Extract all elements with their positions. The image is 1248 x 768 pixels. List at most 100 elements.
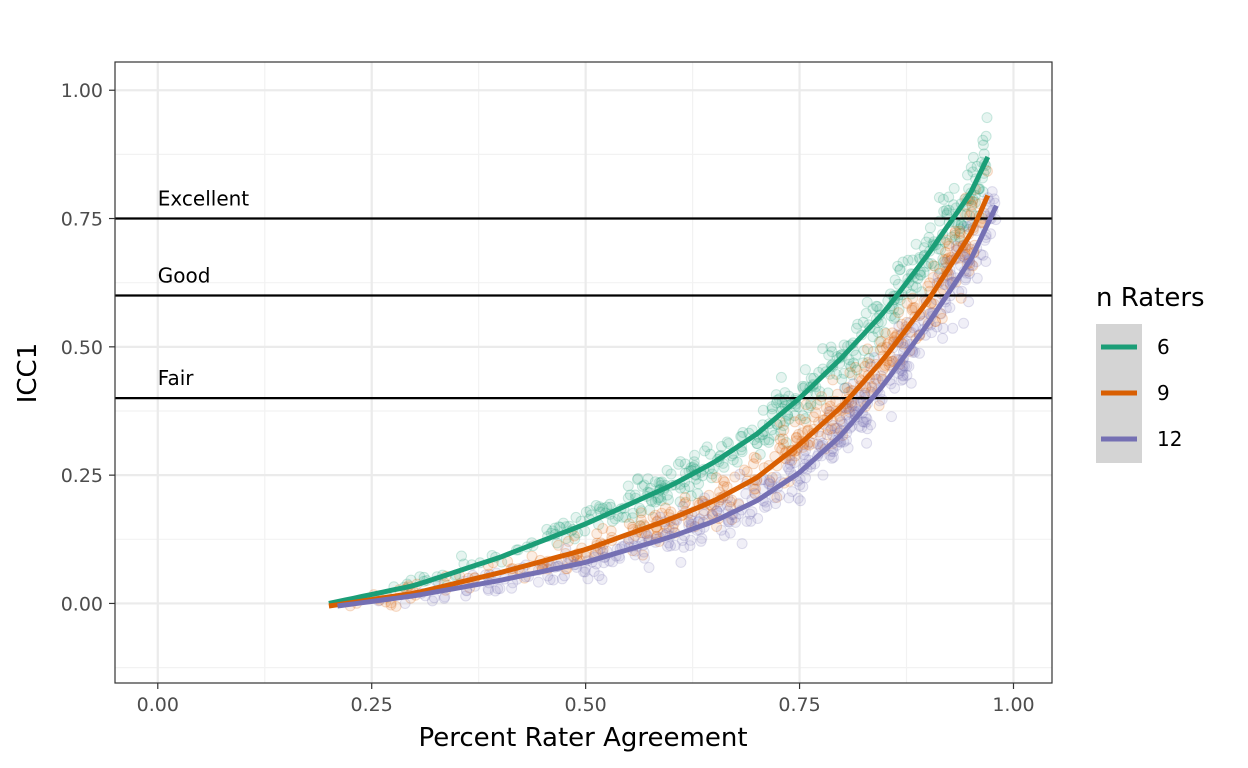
scatter-point-series-6 <box>965 161 977 173</box>
scatter-point-series-12 <box>774 489 786 501</box>
scatter-point-series-9 <box>800 399 812 411</box>
scatter-point-series-12 <box>937 332 949 344</box>
scatter-point-series-12 <box>947 322 959 334</box>
scatter-point-series-12 <box>977 249 989 261</box>
scatter-point-series-12 <box>897 370 909 382</box>
scatter-point-series-6 <box>632 473 644 485</box>
scatter-point-series-6 <box>549 522 561 534</box>
scatter-point-series-12 <box>838 436 850 448</box>
scatter-point-series-9 <box>741 466 753 478</box>
scatter-point-series-12 <box>889 382 901 394</box>
scatter-point-series-9 <box>936 312 948 324</box>
scatter-point-series-6 <box>634 502 645 514</box>
legend-label-series-9: 9 <box>1157 381 1170 405</box>
scatter-point-series-9 <box>883 359 895 371</box>
scatter-point-series-12 <box>794 495 806 507</box>
scatter-point-series-9 <box>766 472 778 483</box>
scatter-point-series-6 <box>852 318 864 330</box>
scatter-point-series-6 <box>802 402 814 414</box>
scatter-point-series-6 <box>688 456 700 468</box>
scatter-point-series-6 <box>751 438 763 450</box>
scatter-point-series-12 <box>736 538 748 550</box>
y-tick-label: 0.75 <box>61 209 103 231</box>
scatter-point-series-12 <box>741 515 753 527</box>
scatter-point-series-6 <box>672 458 684 470</box>
scatter-point-series-9 <box>683 516 695 528</box>
scatter-point-series-12 <box>940 302 952 314</box>
scatter-point-series-12 <box>544 574 556 586</box>
scatter-point-series-6 <box>783 413 795 425</box>
scatter-point-series-6 <box>799 364 811 376</box>
scatter-point-series-6 <box>775 371 787 383</box>
scatter-point-series-6 <box>949 229 961 241</box>
scatter-point-series-9 <box>892 307 904 319</box>
scatter-point-series-6 <box>933 192 945 203</box>
scatter-point-series-6 <box>718 461 730 473</box>
scatter-point-series-6 <box>937 253 949 265</box>
scatter-point-series-12 <box>788 457 800 469</box>
scatter-point-series-6 <box>857 316 869 328</box>
scatter-point-series-12 <box>698 509 710 520</box>
scatter-point-series-12 <box>861 423 873 435</box>
scatter-point-series-6 <box>918 242 930 254</box>
scatter-point-series-6 <box>879 326 891 338</box>
scatter-point-series-12 <box>897 369 909 381</box>
scatter-point-series-9 <box>846 400 858 412</box>
scatter-point-series-6 <box>661 489 673 501</box>
y-axis-title: ICC1 <box>13 343 43 404</box>
scatter-point-series-9 <box>786 455 798 466</box>
x-axis-title: Percent Rater Agreement <box>418 723 747 753</box>
scatter-point-series-6 <box>969 196 981 208</box>
minor-gridlines <box>115 62 1052 683</box>
scatter-point-series-12 <box>638 546 650 558</box>
scatter-point-series-6 <box>839 382 851 394</box>
scatter-point-series-9 <box>748 451 760 463</box>
scatter-point-series-6 <box>805 372 817 384</box>
scatter-point-series-9 <box>797 427 808 439</box>
reference-label-fair: Fair <box>158 366 194 390</box>
scatter-point-series-12 <box>770 471 782 483</box>
scatter-point-series-12 <box>846 399 858 411</box>
scatter-point-series-9 <box>844 406 855 418</box>
scatter-point-series-12 <box>715 524 727 536</box>
scatter-point-series-9 <box>896 318 908 330</box>
scatter-point-series-9 <box>943 238 955 250</box>
scatter-point-series-6 <box>873 336 885 348</box>
y-tick-label: 0.25 <box>61 465 103 487</box>
x-tick-label: 0.50 <box>564 694 606 716</box>
scatter-point-series-9 <box>826 423 838 435</box>
scatter-point-series-12 <box>684 540 696 552</box>
scatter-point-series-6 <box>805 400 817 412</box>
scatter-point-series-9 <box>803 439 815 451</box>
scatter-point-series-6 <box>653 477 665 489</box>
scatter-point-series-9 <box>526 550 538 562</box>
scatter-point-series-12 <box>868 352 880 364</box>
scatter-point-series-9 <box>390 600 402 612</box>
scatter-point-series-12 <box>856 422 868 433</box>
scatter-point-series-6 <box>967 166 979 178</box>
scatter-point-series-9 <box>750 452 762 464</box>
reference-label-excellent: Excellent <box>158 187 250 211</box>
scatter-point-series-6 <box>902 254 914 266</box>
y-tick-label: 0.00 <box>61 593 103 615</box>
scatter-point-series-9 <box>659 502 671 514</box>
scatter-point-series-9 <box>810 407 822 419</box>
scatter-point-series-6 <box>627 512 639 524</box>
y-tick-label: 0.50 <box>61 337 103 359</box>
scatter-point-series-12 <box>438 592 450 604</box>
scatter-point-series-6 <box>948 182 960 194</box>
scatter-point-series-12 <box>800 472 811 484</box>
scatter-point-series-6 <box>799 413 811 425</box>
scatter-point-series-6 <box>981 112 993 124</box>
scatter-point-series-12 <box>532 576 544 588</box>
scatter-point-series-12 <box>763 478 775 490</box>
scatter-point-series-6 <box>649 496 661 508</box>
scatter-point-series-6 <box>775 426 787 438</box>
scatter-point-series-12 <box>794 479 806 491</box>
scatter-point-series-6 <box>831 368 842 380</box>
scatter-point-series-6 <box>661 464 673 476</box>
scatter-point-series-12 <box>745 515 757 527</box>
legend-label-series-6: 6 <box>1157 335 1170 359</box>
scatter-point-series-12 <box>875 370 887 382</box>
